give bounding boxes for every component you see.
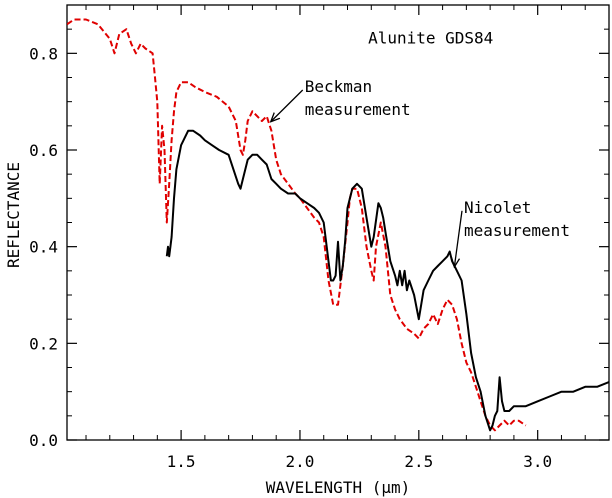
- nicolet-arrow: [454, 210, 463, 266]
- beckman-label-line1: Beckman: [305, 77, 372, 96]
- y-tick-label: 0.8: [29, 44, 58, 63]
- beckman-label-line2: measurement: [305, 100, 411, 119]
- series-line-nicolet: [165, 129, 609, 432]
- beckman-arrow: [271, 89, 304, 121]
- series-line-beckman: [67, 18, 527, 432]
- nicolet-label-line2: measurement: [464, 221, 570, 240]
- y-tick-label: 0.6: [29, 141, 58, 160]
- x-tick-label: 1.5: [167, 452, 196, 471]
- y-tick-label: 0.4: [29, 238, 58, 257]
- y-axis-title: REFLECTANCE: [4, 162, 23, 268]
- x-tick-label: 3.0: [523, 452, 552, 471]
- y-tick-label: 0.0: [29, 431, 58, 450]
- axis-ticks: [67, 5, 609, 441]
- beckman-label: Beckman measurement: [305, 77, 411, 119]
- nicolet-label-line1: Nicolet: [464, 198, 531, 217]
- nicolet-label: Nicolet measurement: [464, 198, 570, 240]
- chart-title: Alunite GDS84: [368, 29, 493, 48]
- x-tick-label: 2.5: [404, 452, 433, 471]
- series-layer: [67, 18, 609, 432]
- y-tick-label: 0.2: [29, 334, 58, 353]
- x-tick-label: 2.0: [286, 452, 315, 471]
- axis-tick-labels: 1.5 2.0 2.5 3.0 0.0 0.2 0.4 0.6 0.8: [29, 44, 552, 471]
- x-axis-title: WAVELENGTH (µm): [266, 478, 411, 497]
